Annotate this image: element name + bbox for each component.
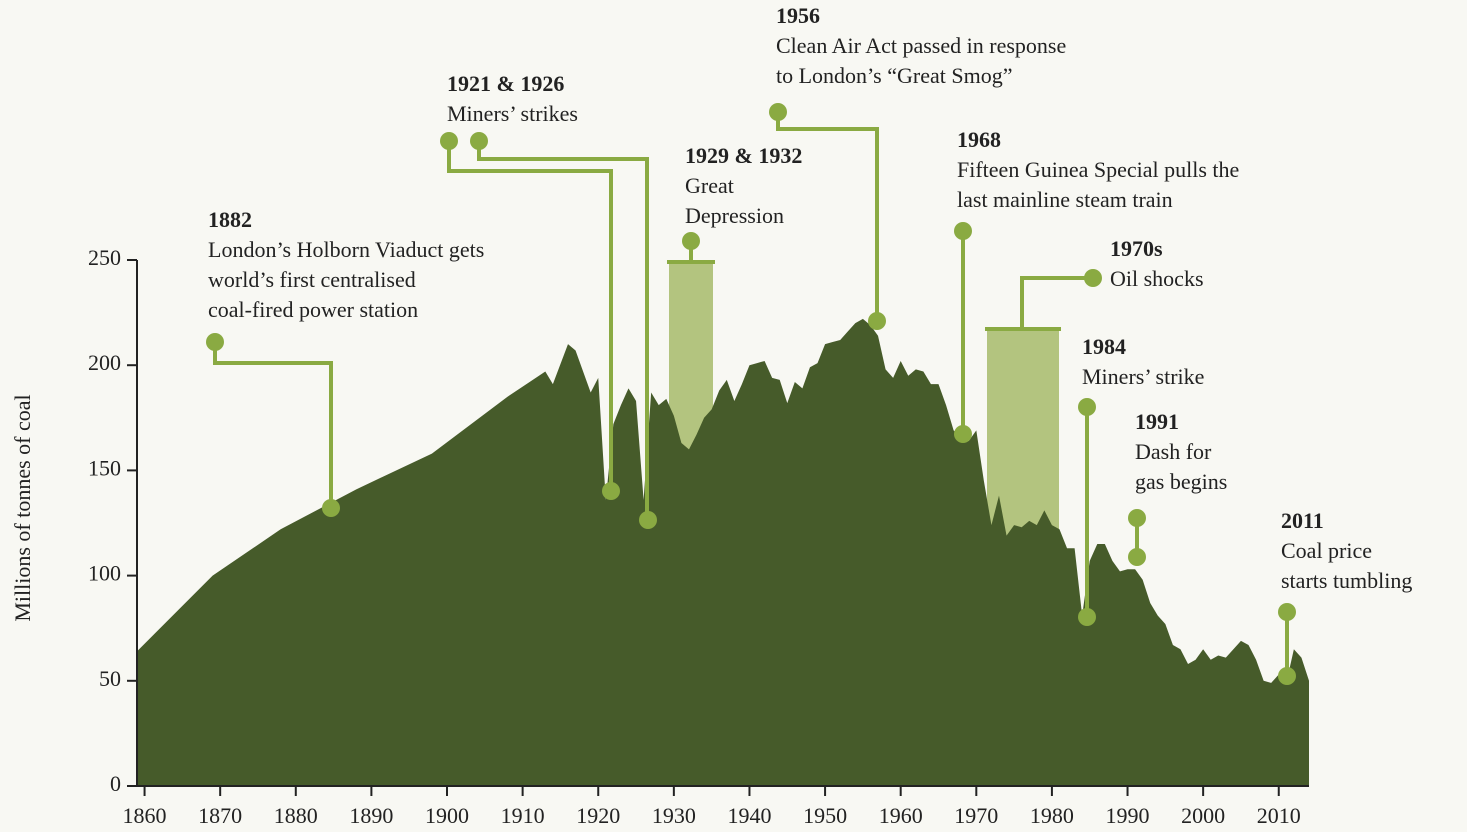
x-tick-label: 1870 (198, 803, 242, 828)
y-tick-label: 50 (99, 666, 121, 691)
annotation-text: gas begins (1135, 469, 1227, 494)
y-tick-label: 150 (88, 455, 121, 480)
annotation-year: 1956 (776, 3, 820, 28)
annotation-year: 1968 (957, 127, 1001, 152)
annotation-text: starts tumbling (1281, 568, 1412, 593)
x-tick-label: 1900 (425, 803, 469, 828)
leader-line (1020, 276, 1093, 329)
x-tick-label: 2010 (1257, 803, 1301, 828)
leader-dot (1128, 548, 1146, 566)
leader-dot (639, 511, 657, 529)
annotation-text: Oil shocks (1110, 266, 1204, 291)
y-tick-label: 0 (110, 771, 121, 796)
leader-dot (682, 232, 700, 250)
leader-dot (322, 499, 340, 517)
leader-dot (954, 222, 972, 240)
annotation-text: to London’s “Great Smog” (776, 63, 1012, 88)
annotation-year: 1929 & 1932 (685, 143, 802, 168)
leader-dot (1084, 269, 1102, 287)
x-tick-label: 1940 (727, 803, 771, 828)
leader-dot (868, 312, 886, 330)
x-tick-label: 1890 (349, 803, 393, 828)
x-tick-label: 1950 (803, 803, 847, 828)
x-tick-label: 1910 (501, 803, 545, 828)
annotation-year: 1921 & 1926 (447, 71, 564, 96)
annotation-year: 2011 (1281, 508, 1324, 533)
x-tick-label: 1880 (274, 803, 318, 828)
annotation-year: 1991 (1135, 409, 1179, 434)
y-tick-label: 100 (88, 561, 121, 586)
x-tick-label: 1960 (879, 803, 923, 828)
x-tick-label: 2000 (1181, 803, 1225, 828)
x-tick-label: 1990 (1106, 803, 1150, 828)
leader-dot (1078, 608, 1096, 626)
x-tick-label: 1930 (652, 803, 696, 828)
area (137, 318, 1309, 786)
annotation-text: Great (685, 173, 734, 198)
annotation-text: Depression (685, 203, 784, 228)
leader-line (447, 141, 613, 491)
leader-dot (954, 425, 972, 443)
x-tick-label: 1980 (1030, 803, 1074, 828)
annotation-text: Coal price (1281, 538, 1372, 563)
leader-dot (1278, 603, 1296, 621)
leader-line (213, 342, 333, 508)
annotation-text: Dash for (1135, 439, 1212, 464)
leader-dot (1128, 509, 1146, 527)
annotation-text: world’s first centralised (208, 267, 416, 292)
leader-dot (206, 333, 224, 351)
annotation-text: last mainline steam train (957, 187, 1173, 212)
leader-dot (1078, 398, 1096, 416)
annotation-text: Miners’ strike (1082, 364, 1204, 389)
leader-dot (470, 132, 488, 150)
y-tick-label: 250 (88, 245, 121, 270)
leader-dot (1278, 667, 1296, 685)
annotation-year: 1970s (1110, 236, 1163, 261)
x-tick-label: 1920 (576, 803, 620, 828)
annotation-text: Miners’ strikes (447, 101, 578, 126)
annotation-text: London’s Holborn Viaduct gets (208, 237, 484, 262)
x-tick-label: 1860 (123, 803, 167, 828)
leader-dot (602, 482, 620, 500)
leader-dot (440, 132, 458, 150)
annotation-text: Clean Air Act passed in response (776, 33, 1066, 58)
annotation-text: coal-fired power station (208, 297, 418, 322)
annotation-year: 1882 (208, 207, 252, 232)
y-tick-label: 200 (88, 350, 121, 375)
x-tick-label: 1970 (954, 803, 998, 828)
leader-dot (769, 103, 787, 121)
annotation-year: 1984 (1082, 334, 1126, 359)
annotation-text: Fifteen Guinea Special pulls the (957, 157, 1239, 182)
y-axis-label: Millions of tonnes of coal (10, 394, 35, 621)
